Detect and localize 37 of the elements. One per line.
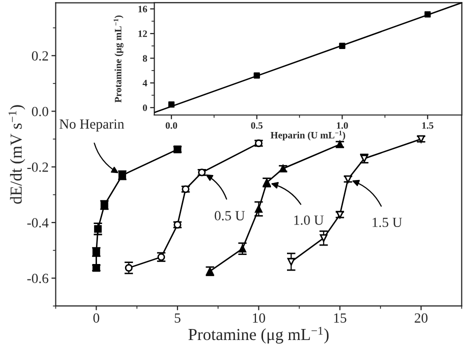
x-tick-label: 0.5 [251,122,263,129]
x-tick-label: 0.0 [166,122,178,129]
y-axis-title: dE/dt (mV s$^{−1}$) [8,105,26,204]
point [124,264,133,272]
y-tick-label: -0.4 [27,218,49,228]
x-tick-label: 20 [414,313,428,323]
x-tick-label: 1.0 [336,122,348,129]
x-axis-title: Heparin (U mL$^{−1}$) [270,130,346,140]
y-tick-label: 0.0 [32,106,48,116]
point [238,244,246,252]
point [254,72,260,79]
point [320,234,328,242]
y-tick-label: -0.6 [27,274,48,284]
y-axis-title: Protamine (μg mL$^{−1}$) [114,16,124,103]
y-tick-label: 12 [138,30,147,37]
x-tick-label: 5 [174,313,180,323]
point [339,42,346,50]
y-tick-label: 8 [142,55,148,62]
y-tick-label: -0.2 [27,162,48,172]
point [254,205,263,213]
annotation: 1.0 U [294,215,324,225]
x-tick-label: 0 [93,313,100,323]
annotation: 0.5 U [214,211,245,220]
x-tick-label: 10 [252,313,266,323]
y-tick-label: 0.2 [32,51,48,61]
annotation: No Heparin [60,119,124,132]
x-tick-label: 15 [334,313,346,323]
x-axis-title: Protamine (μg mL$^{−1}$) [188,326,329,344]
point [94,225,102,233]
annotation: 1.5 U [372,218,402,228]
point [168,101,175,108]
y-tick-label: 16 [138,6,148,12]
point [287,258,295,266]
y-tick-label: 4 [142,80,148,86]
y-tick-label: 0 [142,104,148,112]
point [424,11,431,18]
x-tick-label: 1.5 [422,122,434,129]
